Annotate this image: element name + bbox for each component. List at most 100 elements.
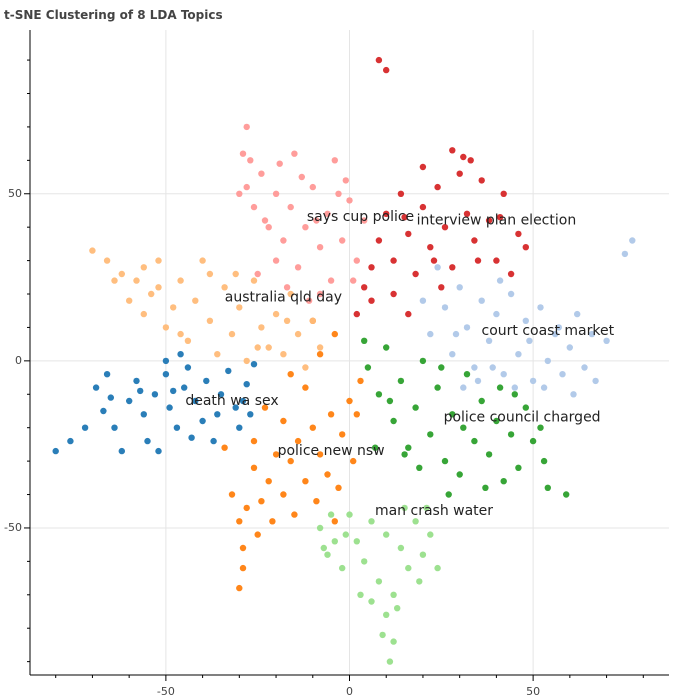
data-point <box>434 183 441 191</box>
data-point <box>485 337 493 344</box>
data-point <box>287 457 294 465</box>
data-point <box>405 444 412 451</box>
data-point <box>342 531 349 538</box>
data-point <box>331 518 338 525</box>
data-point <box>456 284 463 291</box>
x-tick-label: 0 <box>346 685 353 698</box>
data-point <box>522 404 529 411</box>
data-point <box>313 498 320 505</box>
data-point <box>221 444 228 451</box>
data-point <box>353 538 360 545</box>
data-point <box>258 498 265 505</box>
data-point <box>361 337 368 344</box>
data-point <box>335 190 342 197</box>
data-point <box>302 384 309 391</box>
data-point <box>552 330 559 338</box>
data-point <box>375 578 383 585</box>
data-point <box>390 638 397 645</box>
data-point <box>236 584 243 592</box>
data-point <box>383 66 390 74</box>
data-point <box>522 317 529 324</box>
data-point <box>126 397 133 405</box>
data-point <box>434 564 441 572</box>
data-point <box>89 247 96 254</box>
data-point <box>427 531 434 538</box>
data-point <box>500 478 507 485</box>
chart-title: t-SNE Clustering of 8 LDA Topics <box>4 8 223 22</box>
data-point <box>228 491 236 498</box>
data-point <box>405 230 412 238</box>
data-point <box>416 578 423 585</box>
data-point <box>581 364 588 371</box>
data-point <box>361 217 368 224</box>
data-point <box>103 257 111 264</box>
data-point <box>265 344 272 351</box>
cluster-label: death wa sex <box>185 393 278 409</box>
points-layer <box>52 56 636 665</box>
data-point <box>368 518 375 525</box>
data-point <box>368 598 375 605</box>
data-point <box>471 237 478 244</box>
data-point <box>199 257 206 264</box>
data-point <box>364 364 372 371</box>
data-point <box>529 377 537 385</box>
data-point <box>316 524 324 532</box>
data-point <box>375 56 383 64</box>
data-point <box>441 224 449 231</box>
data-point <box>529 437 537 445</box>
data-point <box>287 371 294 378</box>
data-point <box>294 437 302 445</box>
data-point <box>496 277 504 284</box>
data-point <box>254 531 261 538</box>
data-point <box>236 518 243 525</box>
data-point <box>250 361 258 368</box>
data-point <box>460 424 467 431</box>
data-point <box>103 371 111 378</box>
data-point <box>383 531 390 538</box>
data-point <box>320 544 327 552</box>
data-point <box>250 277 258 284</box>
data-point <box>100 407 107 415</box>
data-point <box>280 351 287 358</box>
data-point <box>269 518 276 525</box>
data-point <box>544 357 551 365</box>
data-point <box>438 284 445 291</box>
data-point <box>162 357 170 365</box>
data-point <box>427 431 434 438</box>
data-point <box>177 330 184 338</box>
data-point <box>449 147 456 154</box>
data-point <box>471 437 478 445</box>
data-point <box>460 384 467 391</box>
data-point <box>419 297 427 304</box>
data-point <box>236 424 243 431</box>
data-point <box>566 344 573 351</box>
data-point <box>133 377 140 385</box>
data-point <box>250 437 258 445</box>
data-point <box>272 190 280 197</box>
data-point <box>137 387 144 395</box>
data-point <box>243 504 250 512</box>
data-point <box>67 437 74 445</box>
data-point <box>515 230 522 238</box>
data-point <box>316 351 324 358</box>
data-point <box>386 658 394 665</box>
x-tick-label: -50 <box>157 685 175 698</box>
data-point <box>390 417 397 425</box>
data-point <box>192 297 199 304</box>
data-point <box>379 631 386 639</box>
data-point <box>239 150 247 157</box>
data-point <box>368 264 375 271</box>
data-point <box>449 264 456 271</box>
data-point <box>265 478 272 485</box>
cluster-label: interview plan election <box>417 213 577 229</box>
data-point <box>375 237 383 244</box>
data-point <box>206 317 214 324</box>
data-point <box>485 217 493 224</box>
data-point <box>419 163 427 171</box>
data-point <box>265 224 272 231</box>
data-point <box>111 277 118 284</box>
data-point <box>467 157 474 164</box>
data-point <box>419 203 427 211</box>
data-point <box>559 371 566 378</box>
data-point <box>166 404 173 411</box>
